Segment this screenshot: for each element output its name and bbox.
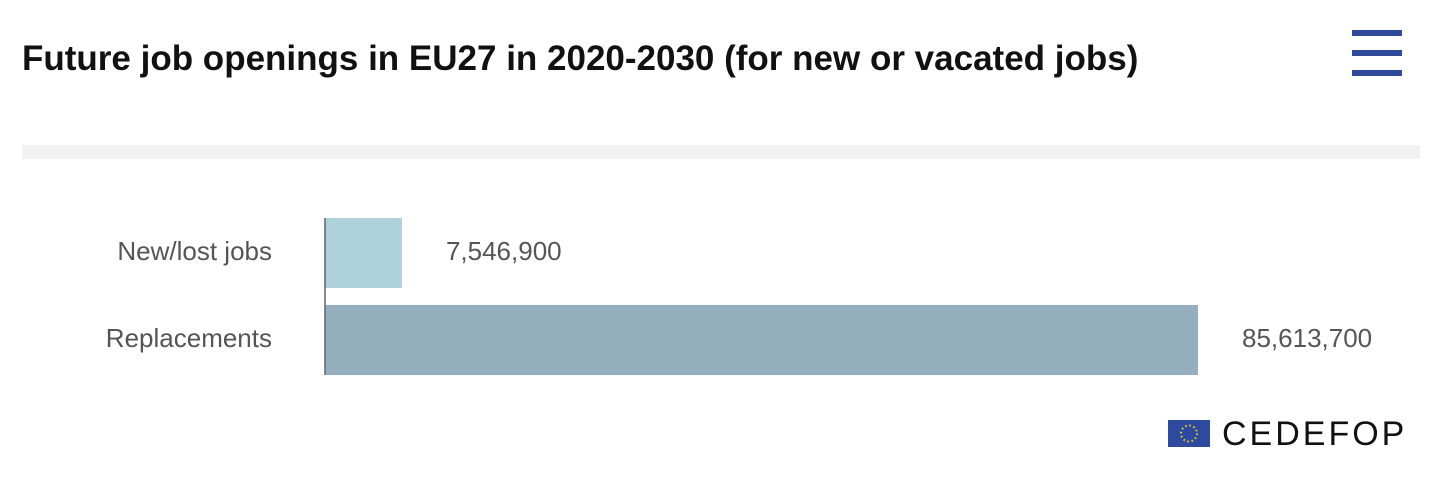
category-label: Replacements <box>106 323 272 353</box>
logo: CEDEFOP <box>1222 415 1407 453</box>
value-label: 7,546,900 <box>446 236 562 266</box>
separator <box>22 145 1420 159</box>
eu-stars <box>1180 424 1198 443</box>
category-label: New/lost jobs <box>117 236 272 266</box>
menu-button[interactable] <box>1352 30 1402 76</box>
value-label: 85,613,700 <box>1242 323 1372 353</box>
chart-title: Future job openings in EU27 in 2020-2030… <box>22 39 1139 78</box>
eu-flag <box>1168 420 1210 447</box>
bar <box>325 218 402 288</box>
bar <box>325 305 1198 375</box>
